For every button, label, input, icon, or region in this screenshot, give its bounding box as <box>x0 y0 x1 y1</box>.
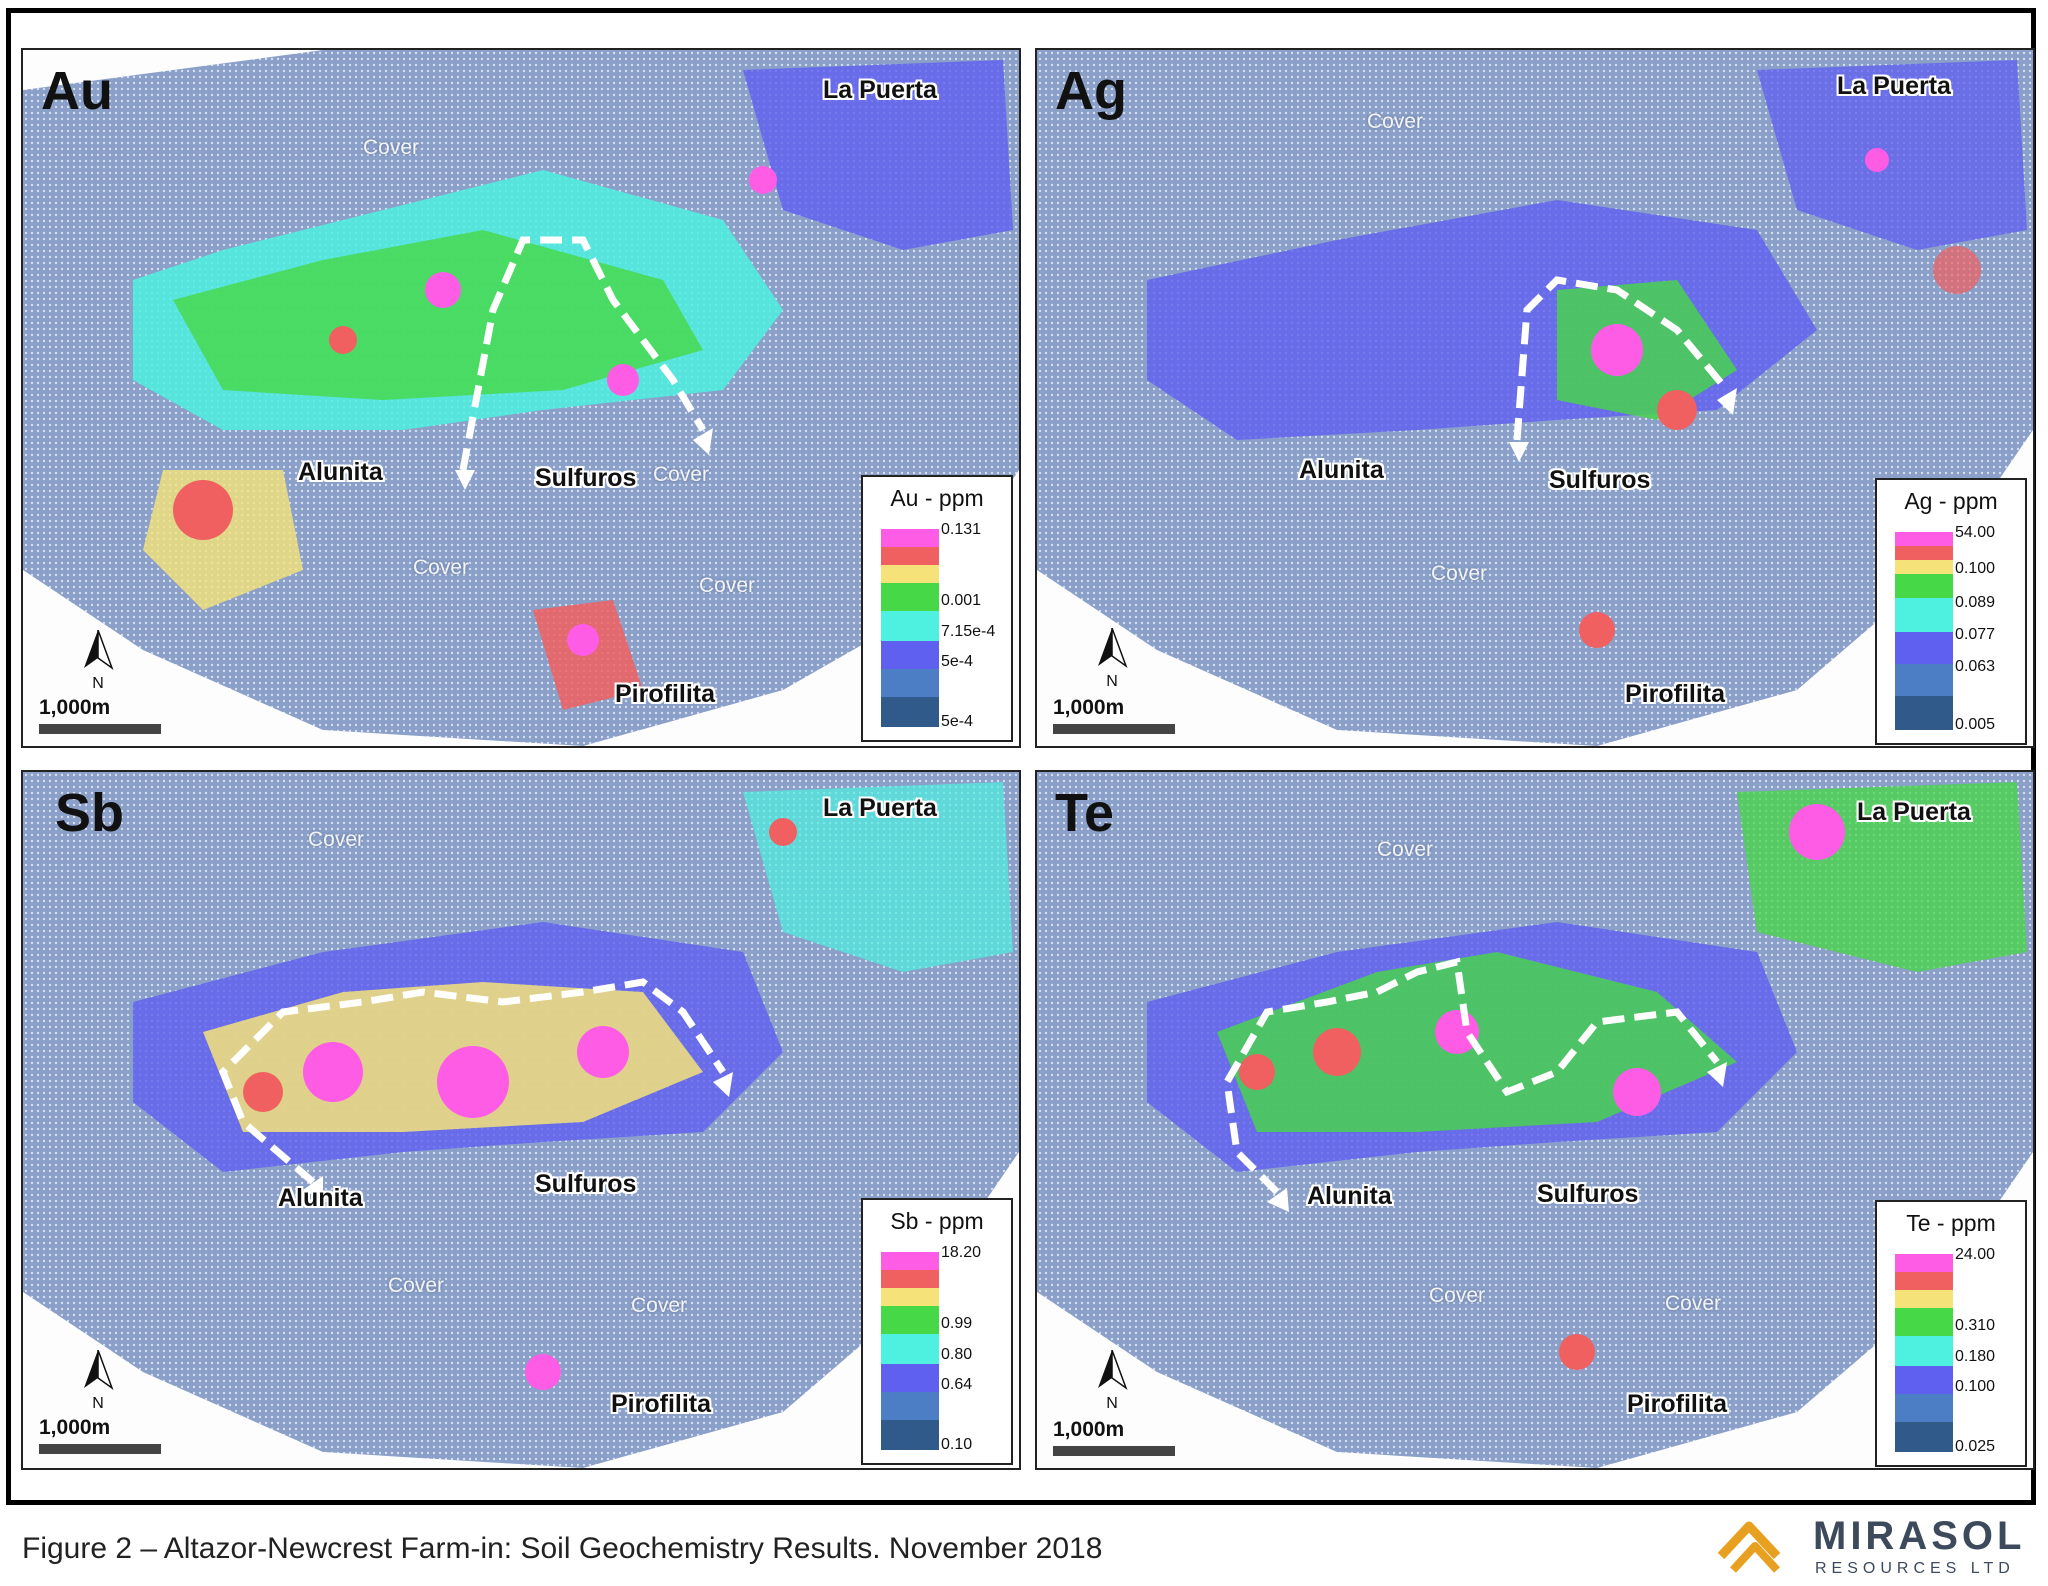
color-ramp <box>1895 532 1953 730</box>
place-label-la-puerta: La Puerta <box>823 794 937 822</box>
north-label: N <box>1106 673 1118 690</box>
legend-tick: 5e-4 <box>941 653 974 670</box>
place-label-la-puerta: La Puerta <box>1857 798 1971 826</box>
company-logo: MIRASOL RESOURCES LTD <box>1715 1512 2025 1582</box>
legend-title: Au - ppm <box>890 485 984 511</box>
legend-tick: 24.00 <box>1955 1246 1996 1263</box>
legend-tick: 18.20 <box>941 1244 982 1261</box>
cover-label: Cover <box>699 574 756 597</box>
legend-tick: 0.025 <box>1955 1438 1996 1455</box>
north-label: N <box>92 675 104 692</box>
figure-frame: Au La Puerta Alunita Sulfuros Pirofilita… <box>6 8 2036 1505</box>
color-ramp <box>1895 1254 1953 1452</box>
cover-label: Cover <box>363 136 420 159</box>
scale-bar-line <box>1053 724 1175 734</box>
place-label-pirofilita: Pirofilita <box>615 680 716 708</box>
cover-label: Cover <box>1367 110 1424 133</box>
legend-te: Te - ppm 24.00 0.310 0.180 0.100 0.025 <box>1875 1200 2027 1467</box>
place-label-sulfuros: Sulfuros <box>1537 1180 1639 1208</box>
north-arrow-icon: N <box>78 629 118 692</box>
scale-bar: 1,000m <box>39 1416 161 1454</box>
place-label-la-puerta: La Puerta <box>1837 72 1951 100</box>
scale-bar-label: 1,000m <box>39 696 111 719</box>
legend-tick: 0.80 <box>941 1346 973 1363</box>
logo-name: MIRASOL <box>1813 1514 2026 1558</box>
place-label-alunita: Alunita <box>1307 1182 1392 1210</box>
cover-label: Cover <box>1431 562 1488 585</box>
panel-au: Au La Puerta Alunita Sulfuros Pirofilita… <box>21 48 1021 748</box>
legend-tick: 0.063 <box>1955 658 1996 675</box>
place-label-alunita: Alunita <box>298 458 383 486</box>
legend-title: Ag - ppm <box>1904 488 1998 514</box>
north-label: N <box>1106 1395 1118 1412</box>
panel-sb: Sb La Puerta Alunita Sulfuros Pirofilita… <box>21 770 1021 1470</box>
place-label-sulfuros: Sulfuros <box>535 1170 637 1198</box>
legend-tick: 5e-4 <box>941 713 974 730</box>
scale-bar-label: 1,000m <box>39 1416 111 1439</box>
te-geochem-map <box>1037 772 2033 1468</box>
color-ramp <box>881 529 939 727</box>
cover-label: Cover <box>1429 1284 1486 1307</box>
element-label: Au <box>41 61 113 121</box>
figure-caption: Figure 2 – Altazor-Newcrest Farm-in: Soi… <box>22 1532 1103 1565</box>
place-label-sulfuros: Sulfuros <box>535 464 637 492</box>
legend-tick: 0.131 <box>941 521 982 538</box>
scale-bar-line <box>1053 1446 1175 1456</box>
legend-tick: 0.077 <box>1955 626 1996 643</box>
scale-bar: 1,000m <box>1053 1418 1175 1456</box>
place-label-alunita: Alunita <box>1299 456 1384 484</box>
legend-sb: Sb - ppm 18.20 0.99 0.80 0.64 0.10 <box>861 1198 1013 1465</box>
north-arrow-icon: N <box>78 1349 118 1412</box>
legend-tick: 0.089 <box>1955 594 1996 611</box>
place-label-alunita: Alunita <box>278 1184 363 1212</box>
legend-ag: Ag - ppm 54.00 0.100 0.089 0.077 0.063 0… <box>1875 478 2027 745</box>
place-label-sulfuros: Sulfuros <box>1549 466 1651 494</box>
scale-bar-label: 1,000m <box>1053 1418 1125 1441</box>
legend-title: Te - ppm <box>1906 1210 1996 1236</box>
legend-tick: 0.64 <box>941 1376 973 1393</box>
legend-tick: 0.005 <box>1955 716 1996 733</box>
ag-geochem-map <box>1037 50 2033 746</box>
place-label-pirofilita: Pirofilita <box>611 1390 712 1418</box>
cover-label: Cover <box>308 828 365 851</box>
place-label-pirofilita: Pirofilita <box>1627 1390 1728 1418</box>
au-geochem-map <box>23 50 1019 746</box>
legend-tick: 0.310 <box>1955 1317 1996 1334</box>
place-label-pirofilita: Pirofilita <box>1625 680 1726 708</box>
panel-ag: Ag La Puerta Alunita Sulfuros Pirofilita… <box>1035 48 2035 748</box>
element-label: Te <box>1055 783 1115 843</box>
legend-title: Sb - ppm <box>890 1208 984 1234</box>
legend-tick: 0.001 <box>941 592 982 609</box>
legend-tick: 0.99 <box>941 1315 973 1332</box>
cover-label: Cover <box>1377 838 1434 861</box>
cover-label: Cover <box>413 556 470 579</box>
scale-bar-line <box>39 1444 161 1454</box>
scale-bar-line <box>39 724 161 734</box>
scale-bar-label: 1,000m <box>1053 696 1125 719</box>
place-label-la-puerta: La Puerta <box>823 76 937 104</box>
legend-tick: 0.100 <box>1955 560 1996 577</box>
legend-tick: 0.10 <box>941 1436 973 1453</box>
legend-tick: 54.00 <box>1955 524 1996 541</box>
legend-au: Au - ppm 0.131 0.001 7.15e-4 5e-4 5e-4 <box>861 475 1013 742</box>
element-label: Ag <box>1055 61 1127 121</box>
sb-geochem-map <box>23 772 1019 1468</box>
scale-bar: 1,000m <box>39 696 161 734</box>
legend-tick: 0.100 <box>1955 1378 1996 1395</box>
north-arrow-icon: N <box>1092 627 1132 690</box>
color-ramp <box>881 1252 939 1450</box>
north-label: N <box>92 1395 104 1412</box>
mountain-logo-icon <box>1717 1521 1781 1573</box>
logo-subtitle: RESOURCES LTD <box>1815 1560 2015 1577</box>
cover-label: Cover <box>388 1274 445 1297</box>
north-arrow-icon: N <box>1092 1349 1132 1412</box>
panel-te: Te La Puerta Alunita Sulfuros Pirofilita… <box>1035 770 2035 1470</box>
legend-tick: 0.180 <box>1955 1348 1996 1365</box>
scale-bar: 1,000m <box>1053 696 1175 734</box>
cover-label: Cover <box>1665 1292 1722 1315</box>
cover-label: Cover <box>653 463 710 486</box>
element-label: Sb <box>55 783 125 843</box>
legend-tick: 7.15e-4 <box>941 623 996 640</box>
cover-label: Cover <box>631 1294 688 1317</box>
